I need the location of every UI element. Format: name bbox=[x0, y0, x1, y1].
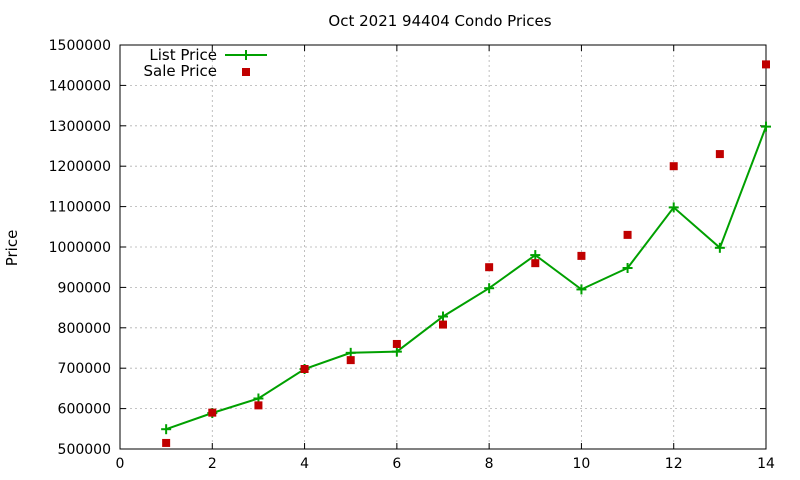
plot-frame bbox=[119, 44, 767, 450]
y-tick-label: 500000 bbox=[58, 442, 111, 458]
series-layer bbox=[161, 60, 771, 447]
x-tick-label: 14 bbox=[757, 456, 775, 472]
y-tick-label: 1300000 bbox=[49, 119, 111, 135]
sale-price-point bbox=[623, 230, 632, 239]
sale-price-point bbox=[577, 251, 586, 260]
sale-price-point bbox=[439, 320, 447, 329]
list-price-line bbox=[165, 126, 767, 431]
legend-marker-sale-price bbox=[242, 68, 250, 76]
sale-price-point bbox=[208, 408, 217, 417]
sale-price-point bbox=[531, 259, 540, 268]
y-tick-label: 600000 bbox=[58, 402, 111, 418]
x-tick-label: 4 bbox=[300, 456, 309, 472]
list-price-point bbox=[714, 242, 725, 253]
y-tick-label: 1500000 bbox=[49, 38, 111, 54]
y-axis-label: Price bbox=[3, 230, 21, 267]
legend-label-sale-price: Sale Price bbox=[144, 62, 217, 80]
y-tick-label: 1200000 bbox=[49, 159, 111, 175]
list-price-point bbox=[622, 263, 633, 274]
y-tick-label: 1400000 bbox=[49, 78, 111, 94]
y-tick-label: 700000 bbox=[58, 361, 111, 377]
sale-price-point bbox=[485, 263, 494, 272]
sale-price-point bbox=[715, 150, 724, 159]
list-price-point bbox=[438, 311, 448, 322]
legend-marker-list-price bbox=[241, 50, 251, 60]
x-tick-label: 12 bbox=[665, 456, 683, 472]
list-price-point bbox=[484, 283, 495, 294]
x-tick-label: 8 bbox=[485, 456, 494, 472]
chart-title: Oct 2021 94404 Condo Prices bbox=[328, 12, 551, 30]
list-price-point bbox=[391, 346, 402, 357]
sale-price-point bbox=[300, 365, 309, 374]
y-tick-label: 1100000 bbox=[49, 200, 111, 216]
list-price-point bbox=[576, 284, 587, 295]
sale-price-point bbox=[762, 60, 770, 69]
sale-price-point bbox=[392, 339, 401, 348]
sale-price-point bbox=[669, 162, 678, 171]
x-tick-label: 0 bbox=[116, 456, 125, 472]
list-price-point bbox=[161, 424, 172, 435]
x-tick-label: 2 bbox=[208, 456, 217, 472]
sale-price-point bbox=[162, 438, 171, 447]
legend-label-list-price: List Price bbox=[149, 46, 217, 64]
axis-layer: 0 2 4 6 8 10 12 14 500000 600000 700000 800000 90000… bbox=[49, 38, 775, 472]
y-tick-label: 800000 bbox=[58, 321, 111, 337]
x-tick-label: 6 bbox=[392, 456, 401, 472]
x-tick-label: 10 bbox=[573, 456, 591, 472]
y-tick-label: 1000000 bbox=[49, 240, 111, 256]
y-tick-label: 900000 bbox=[58, 280, 111, 296]
grid-layer bbox=[120, 45, 766, 449]
list-price-point bbox=[530, 250, 541, 261]
list-price-point bbox=[668, 202, 679, 213]
sale-price-point bbox=[346, 356, 355, 365]
sale-price-point bbox=[254, 401, 263, 410]
list-price-point bbox=[761, 121, 771, 132]
